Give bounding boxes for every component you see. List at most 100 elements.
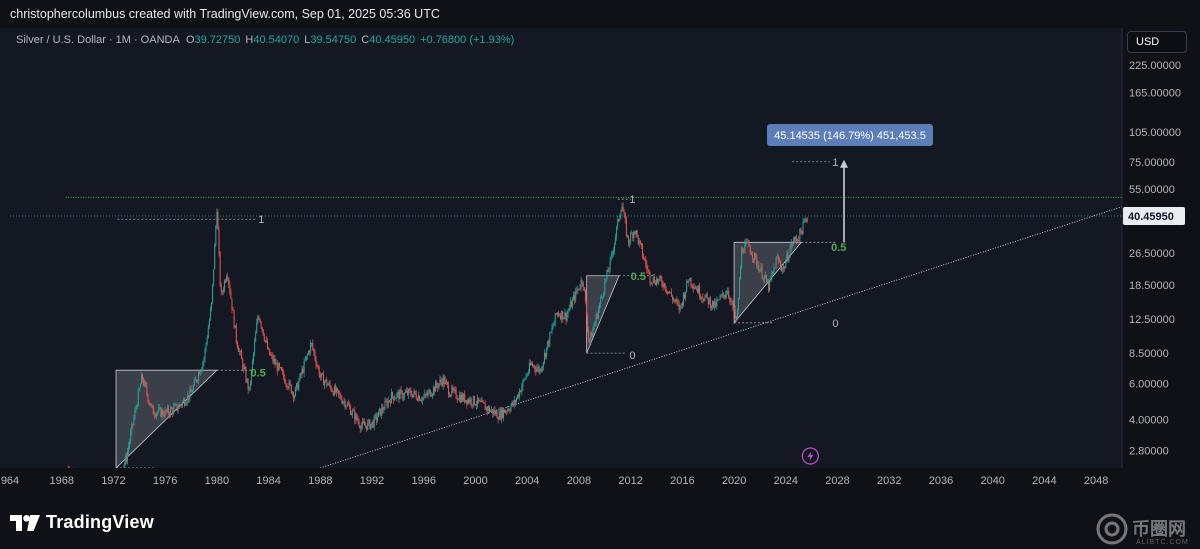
candle-body	[221, 291, 223, 293]
time-tick-label: 1972	[101, 475, 125, 487]
candle-body	[557, 312, 559, 316]
symbol-legend: Silver / U.S. Dollar · 1M · OANDA O39.72…	[16, 34, 519, 46]
candle-body	[212, 284, 214, 303]
currency-button[interactable]: USD	[1127, 31, 1187, 53]
candle-body	[789, 248, 791, 257]
candle-body	[616, 226, 618, 237]
candle-body	[422, 397, 424, 401]
candle-body	[490, 410, 492, 412]
candle-body	[401, 390, 403, 399]
tradingview-logo[interactable]: TradingView	[10, 512, 154, 533]
candle-body	[402, 396, 404, 399]
candle-body	[796, 238, 798, 241]
candle-body	[166, 407, 168, 412]
annotations: 45.14535 (146.79%) 451,453.5 1 0.5 1 0.5 0 1 0.…	[251, 124, 933, 465]
candle-body	[803, 221, 805, 223]
candle-body	[745, 241, 747, 244]
candle-body	[335, 388, 337, 393]
candle-body	[721, 293, 723, 296]
candle-body	[706, 293, 708, 298]
close-label: C	[361, 34, 370, 46]
candle-body	[331, 390, 333, 392]
candle-body	[142, 374, 144, 381]
candle-body	[192, 385, 194, 393]
candle-body	[425, 393, 427, 395]
candle-body	[728, 290, 730, 297]
time-tick-label: 1988	[308, 475, 332, 487]
candle-body	[139, 384, 141, 389]
candle-body	[608, 269, 610, 272]
candle-body	[659, 276, 661, 280]
candle-body	[163, 415, 165, 417]
last-price-label: 40.45950	[1128, 211, 1174, 223]
candle-body	[225, 280, 227, 282]
candle-body	[297, 383, 299, 390]
candle-body	[205, 343, 207, 349]
candle-body	[533, 365, 535, 367]
candle-body	[491, 409, 493, 411]
candle-body	[220, 285, 222, 292]
candle-body	[375, 415, 377, 421]
candle-body	[423, 397, 425, 398]
candle-body	[400, 389, 402, 391]
candle-body	[370, 424, 372, 430]
candle-body	[307, 351, 309, 355]
candle-body	[524, 379, 526, 380]
candle-body	[694, 287, 696, 289]
candle-body	[441, 381, 443, 386]
candle-body	[735, 317, 737, 320]
candle-body	[642, 246, 644, 257]
chart-panel[interactable]: 45.14535 (146.79%) 451,453.5 1 0.5 1 0.5 0 1 0.…	[0, 28, 1200, 493]
candle-body	[466, 400, 468, 405]
candle-body	[168, 413, 170, 416]
candle-body	[805, 218, 807, 220]
candle-body	[734, 308, 736, 318]
candle-body	[671, 292, 673, 297]
candle-body	[284, 377, 286, 384]
candle-body	[708, 298, 710, 305]
candle-body	[258, 316, 260, 319]
candle-body	[634, 231, 636, 234]
candle-body	[292, 392, 294, 399]
candle-body	[196, 380, 198, 382]
candle-body	[306, 354, 308, 356]
candle-body	[360, 425, 362, 430]
candle-body	[216, 211, 218, 227]
candle-body	[154, 415, 156, 417]
candle-body	[562, 311, 564, 320]
candle-body	[188, 394, 190, 399]
candle-body	[679, 305, 681, 311]
candle-body	[128, 446, 130, 452]
candle-body	[250, 369, 252, 384]
candle-body	[386, 401, 388, 407]
candle-body	[806, 219, 808, 221]
candle-body	[233, 310, 235, 328]
candle-body	[611, 253, 613, 255]
candle-body	[181, 401, 183, 406]
price-axis: 225.00000 165.00000 105.00000 75.00000 55.00…	[1121, 28, 1200, 493]
candle-body	[613, 243, 615, 251]
candle-body	[281, 367, 283, 371]
candle-body	[449, 394, 451, 397]
candle-body	[244, 366, 246, 370]
time-tick-label: 2012	[618, 475, 642, 487]
candle-body	[632, 233, 634, 238]
time-tick-label: 2036	[929, 475, 953, 487]
candle-body	[509, 410, 511, 412]
candle-body	[761, 266, 763, 279]
price-tick-label: 225.00000	[1129, 60, 1181, 72]
candle-body	[167, 407, 169, 414]
candle-body	[189, 389, 191, 399]
price-chart[interactable]: 45.14535 (146.79%) 451,453.5 1 0.5 1 0.5 0 1 0.…	[0, 28, 1200, 493]
candle-body	[480, 400, 482, 402]
candle-body	[436, 382, 438, 386]
candle-body	[677, 302, 679, 304]
candle-body	[605, 278, 607, 282]
candle-body	[332, 391, 334, 396]
candle-body	[140, 374, 142, 385]
candle-body	[597, 309, 599, 319]
candle-body	[124, 456, 126, 465]
candle-body	[303, 360, 305, 373]
candle-body	[689, 277, 691, 282]
candle-body	[477, 397, 479, 405]
